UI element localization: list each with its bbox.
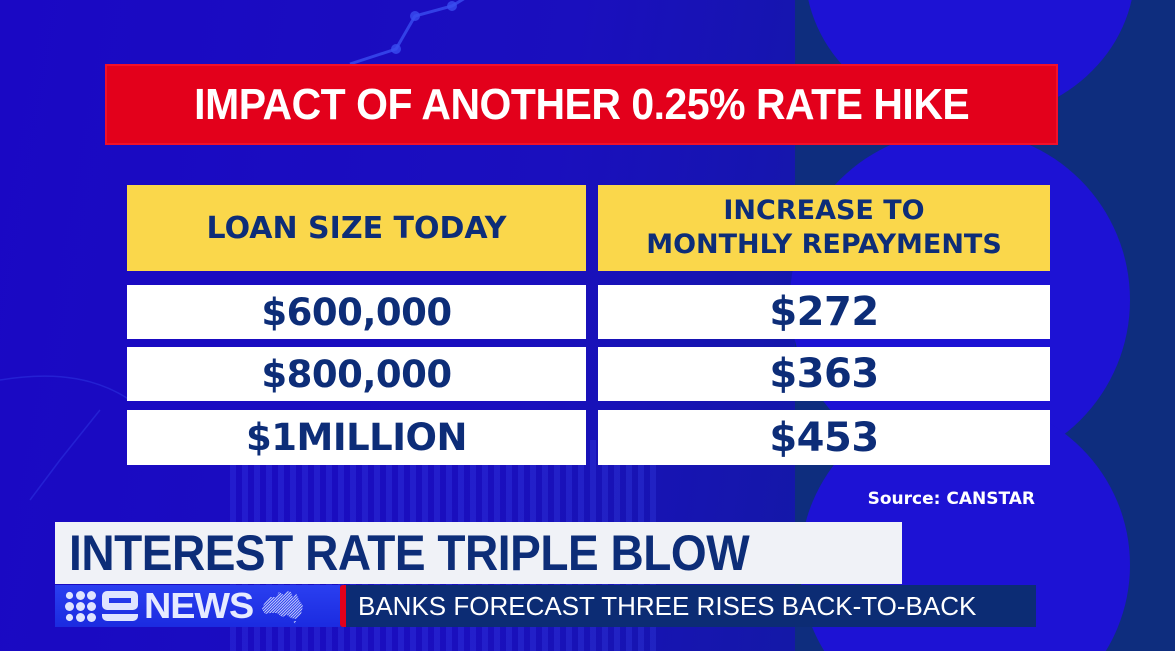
table-cell-loan-size: $800,000 (127, 347, 586, 401)
graphic-title: IMPACT OF ANOTHER 0.25% RATE HIKE (193, 79, 970, 129)
lower-third-subheadline: BANKS FORECAST THREE RISES BACK-TO-BACK (358, 590, 977, 621)
nine-numeral-icon (102, 591, 138, 621)
column-header-increase-line-2: MONTHLY REPAYMENTS (646, 229, 1002, 260)
column-header-increase-line-1: INCREASE TO (723, 195, 925, 226)
table-cell-loan-size: $600,000 (127, 285, 586, 339)
lower-third-subheadline-box: BANKS FORECAST THREE RISES BACK-TO-BACK (346, 585, 1036, 627)
source-credit: Source: CANSTAR (867, 489, 1035, 509)
australia-map-icon (262, 591, 303, 624)
table-cell-increase: $363 (598, 347, 1050, 401)
table-cell-increase: $272 (598, 285, 1050, 339)
column-header-increase: INCREASE TO MONTHLY REPAYMENTS (598, 185, 1050, 271)
lower-third-headline-box: INTEREST RATE TRIPLE BLOW (55, 522, 902, 584)
lower-third-ticker: NEWS BANKS FORECAST THREE RISES BACK-TO-… (55, 585, 1036, 627)
nine-dots-icon (65, 590, 96, 622)
lower-third-headline: INTEREST RATE TRIPLE BLOW (69, 525, 750, 581)
ticker-red-accent (340, 585, 346, 627)
column-header-loan-size-text: LOAN SIZE TODAY (206, 210, 507, 246)
column-header-loan-size: LOAN SIZE TODAY (127, 185, 586, 271)
graphic-title-bar: IMPACT OF ANOTHER 0.25% RATE HIKE (105, 64, 1058, 145)
channel-logo: NEWS (55, 585, 340, 627)
table-cell-loan-size: $1MILLION (127, 410, 586, 465)
brand-name: NEWS (144, 585, 254, 626)
table-cell-increase: $453 (598, 410, 1050, 465)
